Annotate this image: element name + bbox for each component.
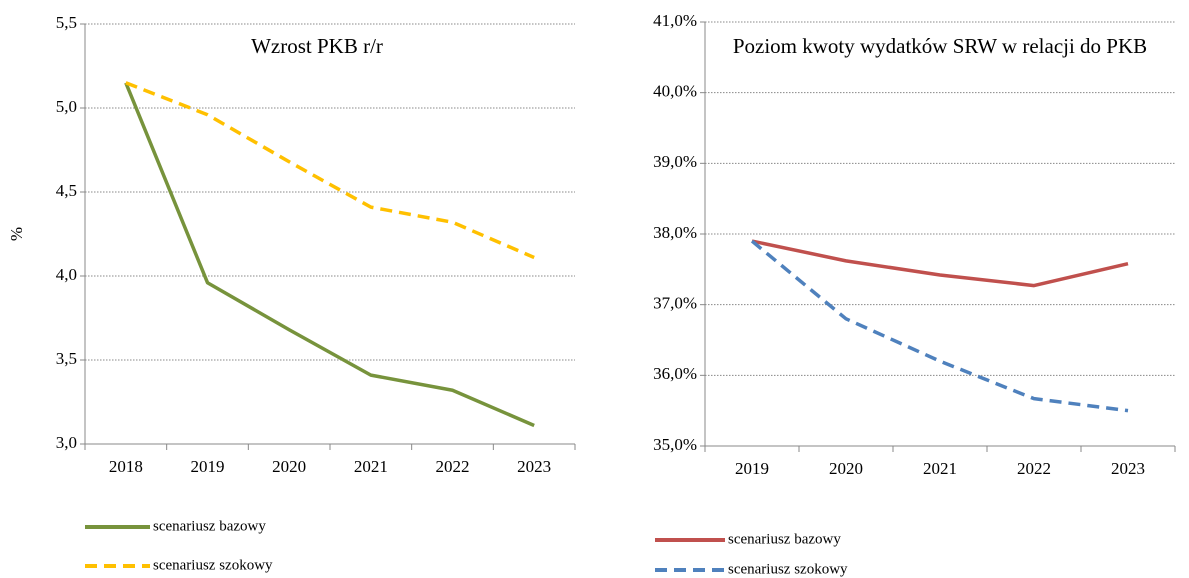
x-tick-label: 2021 <box>354 457 388 476</box>
chart-title: Poziom kwoty wydatków SRW w relacji do P… <box>732 34 1148 58</box>
line-series <box>124 82 535 428</box>
line-series <box>750 239 1129 413</box>
x-tick-label: 2021 <box>923 459 957 478</box>
y-tick-label: 5,5 <box>56 13 77 32</box>
y-tick-label: 3,0 <box>56 433 77 452</box>
chart-title: Wzrost PKB r/r <box>251 34 383 58</box>
y-tick-label: 3,5 <box>56 349 77 368</box>
legend-label: scenariusz szokowy <box>153 557 273 573</box>
x-tick-label: 2023 <box>1111 459 1145 478</box>
x-tick-label: 2018 <box>109 457 143 476</box>
x-tick-label: 2019 <box>735 459 769 478</box>
legend-label: scenariusz bazowy <box>153 518 266 534</box>
y-tick-label: 40,0% <box>653 82 697 101</box>
y-tick-label: 41,0% <box>653 11 697 30</box>
x-tick-label: 2022 <box>436 457 470 476</box>
x-tick-label: 2020 <box>829 459 863 478</box>
y-tick-label: 4,5 <box>56 181 77 200</box>
legend-label: scenariusz bazowy <box>728 531 841 547</box>
y-tick-label: 4,0 <box>56 265 77 284</box>
y-axis-label: % <box>7 227 26 241</box>
x-tick-label: 2022 <box>1017 459 1051 478</box>
y-tick-label: 38,0% <box>653 223 697 242</box>
y-tick-label: 35,0% <box>653 435 697 454</box>
line-series <box>125 81 535 260</box>
y-tick-label: 5,0 <box>56 97 77 116</box>
x-tick-label: 2023 <box>517 457 551 476</box>
legend-label: scenariusz szokowy <box>728 561 848 577</box>
x-tick-label: 2019 <box>191 457 225 476</box>
y-tick-label: 36,0% <box>653 364 697 383</box>
y-tick-label: 39,0% <box>653 152 697 171</box>
x-tick-label: 2020 <box>272 457 306 476</box>
line-series <box>751 239 1129 288</box>
y-tick-label: 37,0% <box>653 294 697 313</box>
